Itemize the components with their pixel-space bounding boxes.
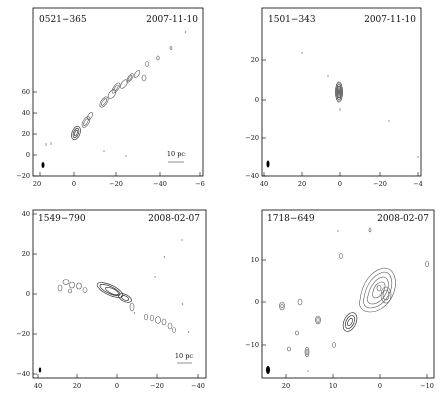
scale-bar-label: 10 pc: [175, 352, 193, 360]
x-tick-label: 40: [34, 382, 42, 390]
x-axis-ticks: 40 20 0 −20 −4: [260, 172, 423, 188]
x-tick-label: 10: [329, 382, 337, 390]
x-tick-label: −40: [191, 382, 205, 390]
x-tick-label: −20: [150, 382, 164, 390]
y-axis-ticks: 10 0 −10: [245, 256, 266, 349]
observation-date: 2008-02-07: [148, 214, 200, 224]
observation-date: 2008-02-07: [377, 214, 429, 224]
y-tick-label: −40: [16, 370, 30, 378]
y-tick-label: −20: [16, 330, 30, 338]
core-contours: [301, 52, 419, 158]
x-tick-label: 0: [338, 180, 342, 188]
source-name: 1549−790: [38, 214, 86, 224]
y-tick-label: −20: [245, 134, 259, 142]
source-name: 1718−649: [267, 214, 315, 224]
y-tick-label: 0: [255, 298, 259, 306]
x-tick-label: −4: [413, 180, 423, 188]
y-tick-label: 0: [255, 96, 259, 104]
source-contours: [279, 227, 429, 372]
x-tick-label: 0: [378, 382, 382, 390]
jet-contours: [57, 239, 190, 334]
beam-ellipse: [266, 366, 270, 374]
scale-bar-label: 10 pc: [167, 150, 185, 158]
panel-frame: [261, 209, 435, 379]
x-tick-label: 0: [115, 382, 119, 390]
y-axis-ticks: 40 20 0 −20 −40: [16, 210, 37, 378]
panel-1501-343: 1501−343 2007-11-10 20 0 −20 −40 40 20 0…: [245, 7, 423, 188]
beam-ellipse: [41, 162, 45, 168]
y-tick-label: −40: [245, 172, 259, 180]
y-tick-label: 40: [22, 109, 30, 117]
panel-0521-365: 0521−365 2007-11-10 60 40 20 0 −20 20 0 …: [16, 7, 205, 188]
x-tick-label: 20: [33, 180, 41, 188]
x-tick-label: −10: [420, 382, 434, 390]
x-tick-label: 20: [282, 382, 290, 390]
y-axis-ticks: 20 0 −20 −40: [245, 56, 266, 180]
panel-1549-790: 1549−790 2008-02-07 40 20 0 −20 −40 40 2…: [16, 209, 207, 390]
y-axis-ticks: 60 40 20 0 −20: [16, 88, 37, 180]
x-tick-label: −6: [195, 180, 205, 188]
y-tick-label: 0: [26, 151, 30, 159]
observation-date: 2007-11-10: [146, 15, 198, 25]
beam-ellipse: [38, 367, 42, 373]
x-tick-label: 40: [260, 180, 268, 188]
y-tick-label: 10: [251, 256, 259, 264]
x-tick-label: −20: [373, 180, 387, 188]
y-tick-label: 20: [22, 250, 30, 258]
beam-ellipse: [266, 160, 270, 168]
y-tick-label: 40: [22, 210, 30, 218]
x-tick-label: 20: [298, 180, 306, 188]
panel-frame: [261, 7, 422, 177]
x-axis-ticks: 40 20 0 −20 −40: [34, 374, 205, 390]
y-tick-label: 20: [22, 130, 30, 138]
y-tick-label: −20: [16, 172, 30, 180]
source-name: 0521−365: [39, 15, 87, 25]
y-tick-label: 60: [22, 88, 30, 96]
y-tick-label: 0: [26, 290, 30, 298]
x-axis-ticks: 20 0 −20 −40 −6: [33, 172, 205, 188]
y-tick-label: 20: [251, 56, 259, 64]
x-axis-ticks: 20 10 0 −10: [282, 374, 434, 390]
jet-contours: [45, 30, 187, 157]
panel-1718-649: 1718−649 2008-02-07 10 0 −10 20 10 0 −10: [245, 209, 435, 390]
observation-date: 2007-11-10: [364, 15, 416, 25]
x-tick-label: −40: [153, 180, 167, 188]
x-tick-label: −20: [109, 180, 123, 188]
x-tick-label: 20: [73, 382, 81, 390]
source-name: 1501−343: [268, 15, 316, 25]
y-tick-label: −10: [245, 341, 259, 349]
x-tick-label: 0: [72, 180, 76, 188]
